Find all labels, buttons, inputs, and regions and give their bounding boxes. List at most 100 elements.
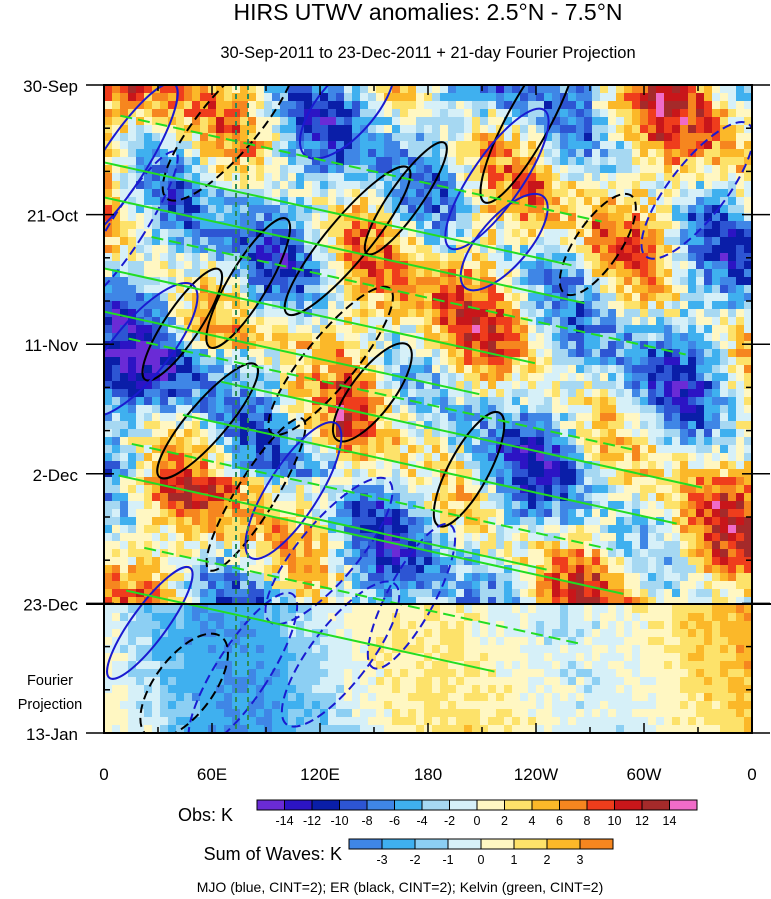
heatmap-cell: [416, 405, 425, 414]
heatmap-cell: [336, 349, 345, 358]
heatmap-cell: [536, 517, 545, 526]
heatmap-cell: [608, 93, 617, 102]
heatmap-cell: [728, 485, 737, 494]
heatmap-cell: [536, 421, 545, 430]
heatmap-cell: [664, 389, 673, 398]
heatmap-cell: [632, 149, 641, 158]
heatmap-cell: [584, 117, 593, 126]
heatmap-cell: [320, 405, 329, 414]
heatmap-cell: [208, 141, 217, 150]
heatmap-cell: [136, 461, 145, 470]
heatmap-cell: [536, 349, 545, 358]
heatmap-cell: [280, 461, 289, 470]
heatmap-cell: [296, 189, 305, 198]
heatmap-cell: [552, 301, 561, 310]
heatmap-cell: [576, 245, 585, 254]
heatmap-cell: [328, 573, 337, 582]
heatmap-cell: [256, 501, 265, 510]
heatmap-cell: [344, 237, 353, 246]
heatmap-cell: [664, 285, 673, 294]
heatmap-cell: [408, 173, 417, 182]
heatmap-cell: [584, 445, 593, 454]
heatmap-cell: [632, 133, 641, 142]
heatmap-cell: [128, 197, 137, 206]
heatmap-cell: [544, 373, 553, 382]
heatmap-cell: [672, 173, 681, 182]
heatmap-cell: [248, 109, 257, 118]
heatmap-cell: [360, 461, 369, 470]
heatmap-cell: [624, 557, 633, 566]
heatmap-cell: [696, 133, 705, 142]
heatmap-cell: [296, 245, 305, 254]
heatmap-cell: [248, 533, 257, 542]
heatmap-cell: [688, 461, 697, 470]
heatmap-cell: [248, 445, 257, 454]
heatmap-cell: [408, 221, 417, 230]
heatmap-cell: [504, 253, 513, 262]
heatmap-cell: [672, 557, 681, 566]
heatmap-cell: [600, 373, 609, 382]
heatmap-cell: [664, 213, 673, 222]
heatmap-cell: [568, 349, 577, 358]
heatmap-cell: [408, 125, 417, 134]
heatmap-cell: [376, 261, 385, 270]
heatmap-cell: [360, 157, 369, 166]
heatmap-cell: [208, 469, 217, 478]
heatmap-cell: [576, 277, 585, 286]
heatmap-cell: [168, 509, 177, 518]
heatmap-cell: [280, 229, 289, 238]
heatmap-cell: [384, 109, 393, 118]
heatmap-cell: [688, 429, 697, 438]
heatmap-cell: [368, 269, 377, 278]
heatmap-cell: [520, 397, 529, 406]
heatmap-cell: [488, 517, 497, 526]
heatmap-cell: [272, 429, 281, 438]
heatmap-cell: [256, 125, 265, 134]
heatmap-cell: [112, 509, 121, 518]
heatmap-cell: [616, 245, 625, 254]
heatmap-cell: [416, 245, 425, 254]
heatmap-cell: [616, 341, 625, 350]
heatmap-cell: [328, 317, 337, 326]
heatmap-cell: [720, 525, 729, 534]
heatmap-cell: [496, 437, 505, 446]
heatmap-cell: [640, 165, 649, 174]
heatmap-cell: [680, 357, 689, 366]
heatmap-cell: [168, 485, 177, 494]
heatmap-cell: [696, 453, 705, 462]
heatmap-cell: [264, 389, 273, 398]
heatmap-cell: [408, 477, 417, 486]
heatmap-cell: [344, 445, 353, 454]
heatmap-cell: [360, 93, 369, 102]
heatmap-cell: [504, 549, 513, 558]
heatmap-cell: [392, 381, 401, 390]
heatmap-cell: [472, 413, 481, 422]
heatmap-cell: [472, 501, 481, 510]
heatmap-cell: [208, 573, 217, 582]
heatmap-cell: [344, 309, 353, 318]
heatmap-cell: [512, 125, 521, 134]
heatmap-cell: [104, 237, 113, 246]
heatmap-cell: [128, 125, 137, 134]
heatmap-cell: [688, 413, 697, 422]
heatmap-cell: [696, 541, 705, 550]
heatmap-cell: [176, 525, 185, 534]
heatmap-cell: [456, 317, 465, 326]
heatmap-cell: [624, 253, 633, 262]
heatmap-cell: [560, 493, 569, 502]
heatmap-cell: [728, 301, 737, 310]
heatmap-cell: [496, 493, 505, 502]
heatmap-cell: [448, 133, 457, 142]
heatmap-cell: [624, 181, 633, 190]
heatmap-cell: [280, 509, 289, 518]
heatmap-cell: [696, 93, 705, 102]
heatmap-cell: [432, 133, 441, 142]
heatmap-cell: [680, 373, 689, 382]
heatmap-cell: [248, 181, 257, 190]
heatmap-cell: [568, 157, 577, 166]
heatmap-cell: [208, 333, 217, 342]
heatmap-cell: [248, 325, 257, 334]
heatmap-cell: [240, 93, 249, 102]
heatmap-cell: [432, 397, 441, 406]
heatmap-cell: [256, 381, 265, 390]
